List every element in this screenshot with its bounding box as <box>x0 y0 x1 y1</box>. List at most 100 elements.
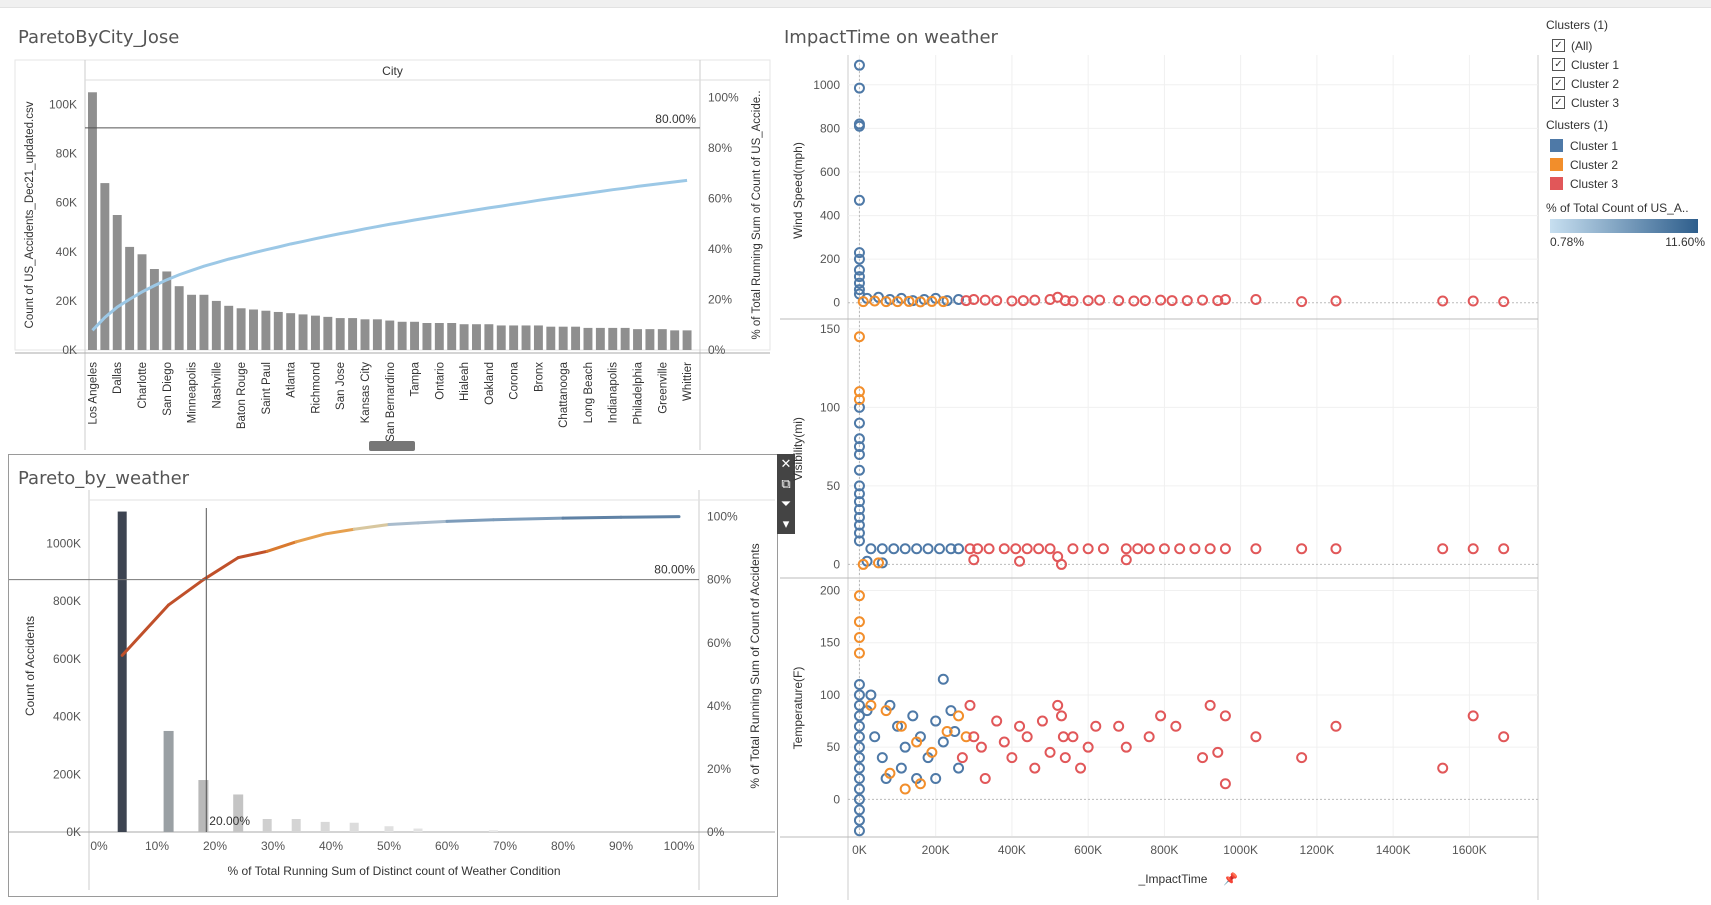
x-tick-label: 1400K <box>1376 843 1411 857</box>
close-icon[interactable]: ✕ <box>780 456 792 471</box>
bar <box>608 327 618 350</box>
scatter-point <box>1219 293 1231 305</box>
bar <box>546 326 556 350</box>
bar <box>233 794 244 832</box>
checkbox-icon[interactable]: ✓ <box>1552 77 1565 90</box>
y-axis-label: Count of US_Accidents_Dec21_updated.csv <box>24 101 36 328</box>
filter-item-all[interactable]: ✓ (All) <box>1545 36 1705 55</box>
scatter-point <box>1197 752 1209 764</box>
x-tick-label: Richmond <box>310 362 322 414</box>
bar <box>249 309 258 350</box>
checkbox-icon[interactable]: ✓ <box>1552 39 1565 52</box>
pareto-city-chart: City 0K 20K 40K 60K 80K 100K 0% 20% 40% 60% 80% 100%… <box>14 59 771 450</box>
scatter-point <box>926 295 938 307</box>
scatter-point <box>853 783 865 795</box>
x-tick-label: 1600K <box>1452 843 1487 857</box>
bar <box>670 330 680 350</box>
x-tick-label: 60% <box>435 839 459 853</box>
scatter-point <box>853 271 865 283</box>
resize-handle[interactable] <box>369 441 415 451</box>
scatter-point <box>853 417 865 429</box>
x-tick-label: Los Angeles <box>87 362 99 425</box>
y2-tick-label: 0% <box>708 343 726 357</box>
y-tick-label: 400 <box>820 209 840 223</box>
bar <box>472 324 481 350</box>
checkbox-icon[interactable]: ✓ <box>1552 96 1565 109</box>
scatter-point <box>853 825 865 837</box>
scatter-point <box>956 752 968 764</box>
scatter-point <box>949 726 961 738</box>
scatter-point <box>998 736 1010 748</box>
y2-tick-label: 60% <box>708 192 732 206</box>
scatter-point <box>1330 295 1342 307</box>
dropdown-icon[interactable]: ▾ <box>782 516 790 531</box>
scatter-point <box>853 631 865 643</box>
bar <box>583 327 593 350</box>
y-tick-label: 150 <box>820 636 840 650</box>
scatter-point <box>1075 762 1087 774</box>
scatter-point <box>1059 752 1071 764</box>
scatter-point <box>1296 752 1308 764</box>
x-tick-label: Nashville <box>211 362 223 409</box>
scatter-point <box>1097 543 1109 555</box>
scatter-point <box>869 295 881 307</box>
scatter-point <box>853 394 865 406</box>
scatter-point <box>899 783 911 795</box>
scatter-point <box>1014 555 1026 567</box>
x-tick-label: 50% <box>377 839 401 853</box>
bar <box>447 323 457 350</box>
y-tick-label: 600 <box>820 165 840 179</box>
swatch-icon <box>1550 158 1563 171</box>
scatter-point <box>1055 710 1067 722</box>
popout-icon[interactable]: ⧉ <box>781 476 791 491</box>
gradient-bar <box>1550 219 1698 233</box>
cluster-filter-title: Clusters (1) <box>1546 18 1609 32</box>
scatter-point <box>1219 543 1231 555</box>
filter-item-cluster1[interactable]: ✓ Cluster 1 <box>1545 55 1705 74</box>
scatter-point <box>1067 295 1079 307</box>
scatter-point <box>1296 543 1308 555</box>
scatter-point <box>960 731 972 743</box>
scatter-point <box>968 293 980 305</box>
bar <box>163 730 174 832</box>
x-tick-label: 80% <box>551 839 575 853</box>
scatter-point <box>1021 731 1033 743</box>
y2-tick-label: 0% <box>707 825 725 839</box>
scatter-point <box>964 543 976 555</box>
x-tick-label: 1200K <box>1300 843 1335 857</box>
y-tick-label: 800K <box>53 594 81 608</box>
color-legend-item[interactable]: Cluster 1 <box>1545 136 1705 155</box>
color-legend-item[interactable]: Cluster 2 <box>1545 155 1705 174</box>
scatter-point <box>953 293 965 305</box>
bar <box>633 329 642 350</box>
x-axis-label: % of Total Running Sum of Distinct count… <box>227 864 560 878</box>
filter-item-cluster2[interactable]: ✓ Cluster 2 <box>1545 74 1705 93</box>
x-axis-label: _ImpactTime <box>1138 872 1208 886</box>
scatter-point <box>853 731 865 743</box>
x-tick-label: Baton Rouge <box>236 362 248 429</box>
scatter-point <box>1143 543 1155 555</box>
y2-tick-label: 100% <box>708 91 739 105</box>
x-tick-label: Saint Paul <box>261 362 273 414</box>
bar <box>137 254 147 350</box>
bar <box>682 330 692 350</box>
bar <box>571 326 581 350</box>
x-tick-label: Minneapolis <box>187 362 199 424</box>
scatter-point <box>937 296 949 308</box>
x-tick-label: Indianapolis <box>608 362 620 424</box>
bar <box>422 323 432 350</box>
scatter-point <box>853 678 865 690</box>
filter-item-cluster3[interactable]: ✓ Cluster 3 <box>1545 93 1705 112</box>
bar <box>320 821 330 832</box>
x-tick-label: Hialeah <box>459 362 471 401</box>
x-tick-label: 400K <box>998 843 1026 857</box>
scatter-point <box>853 120 865 132</box>
x-tick-label: 40% <box>319 839 343 853</box>
color-legend-item[interactable]: Cluster 3 <box>1545 174 1705 193</box>
checkbox-icon[interactable]: ✓ <box>1552 58 1565 71</box>
filter-icon[interactable]: ⏷ <box>780 496 792 511</box>
scatter-point <box>884 767 896 779</box>
scatter-point <box>1052 699 1064 711</box>
floating-toolbar: ✕ ⧉ ⏷ ▾ <box>777 454 795 534</box>
scatter-point <box>853 82 865 94</box>
